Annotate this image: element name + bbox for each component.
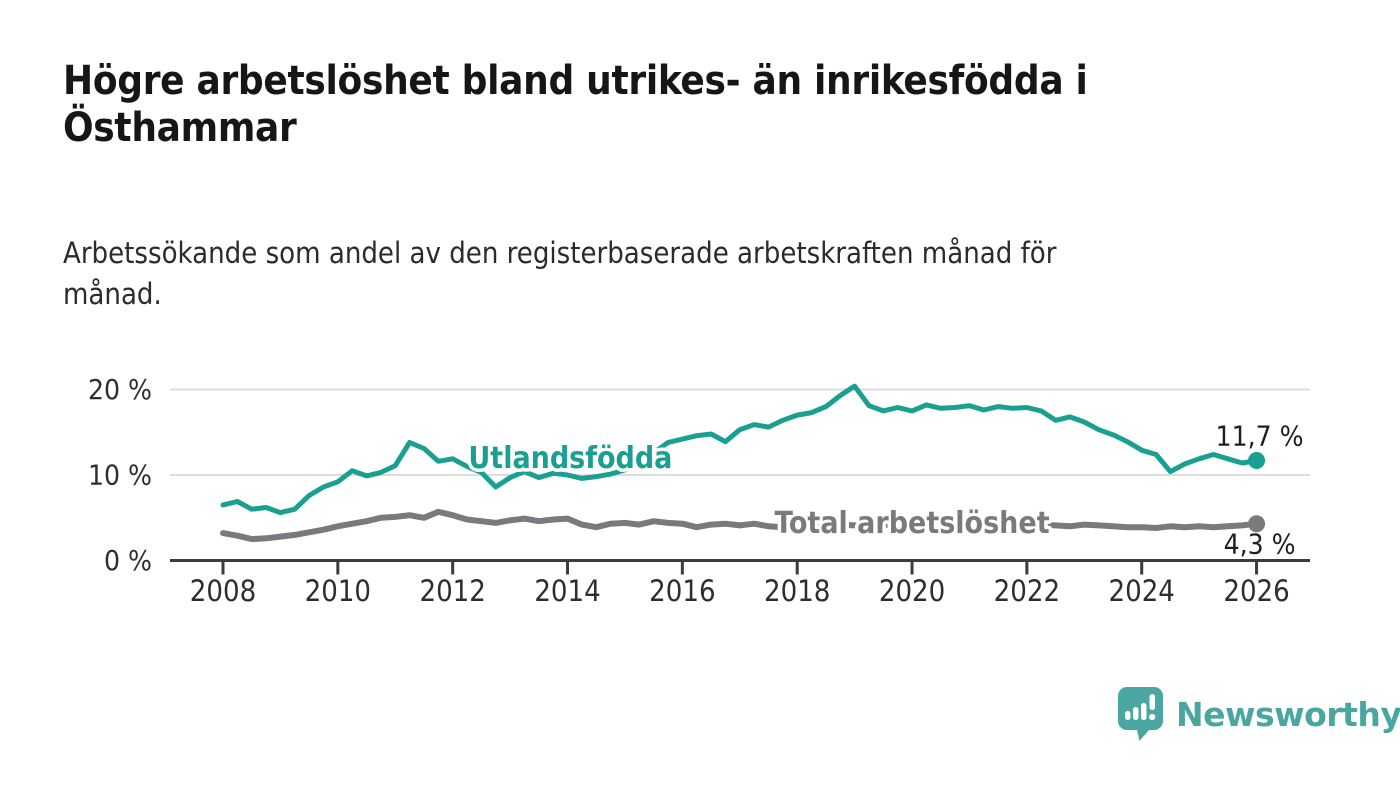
x-tick-label: 2012: [419, 574, 485, 608]
y-tick-label: 0 %: [104, 544, 152, 577]
logo-bar-2: [1133, 707, 1139, 720]
logo-bar-3: [1141, 703, 1147, 720]
logo-bar-1: [1125, 711, 1131, 720]
end-value-label: 4,3 %: [1224, 528, 1296, 561]
series-end-dot: [1248, 451, 1266, 469]
x-tick-label: 2024: [1109, 574, 1175, 608]
x-tick-label: 2010: [305, 574, 371, 608]
x-tick-label: 2022: [994, 574, 1060, 608]
x-tick-label: 2026: [1223, 574, 1289, 608]
brand-name: Newsworthy: [1176, 694, 1400, 734]
x-tick-label: 2018: [764, 574, 830, 608]
newsworthy-logo: Newsworthy: [1117, 686, 1400, 742]
title-line-1: Högre arbetslöshet bland utrikes- än inr…: [63, 58, 1088, 104]
page-title: Högre arbetslöshet bland utrikes- än inr…: [63, 58, 1088, 152]
logo-exclamation-dot: [1149, 713, 1156, 721]
x-tick-label: 2008: [190, 574, 256, 608]
logo-exclamation-bar: [1149, 694, 1155, 710]
y-tick-label: 10 %: [88, 459, 152, 492]
x-tick-label: 2014: [534, 574, 600, 608]
series-line-utlandsfodda: [220, 383, 1260, 516]
title-line-2: Östhammar: [63, 105, 297, 151]
chart-subtitle: Arbetssökande som andel av den registerb…: [63, 233, 1056, 315]
series-end-dot: [1248, 515, 1266, 533]
x-tick-label: 2020: [879, 574, 945, 608]
series-label-utlandsfodda: Utlandsfödda: [468, 441, 672, 476]
logo-bubble-shape: [1118, 687, 1163, 741]
y-tick-label: 20 %: [88, 373, 152, 406]
end-value-label: 11,7 %: [1216, 419, 1304, 452]
subtitle-line-1: Arbetssökande som andel av den registerb…: [63, 236, 1057, 270]
subtitle-line-2: månad.: [63, 277, 162, 311]
series-line-total: [220, 508, 1260, 543]
x-tick-label: 2016: [649, 574, 715, 608]
newsworthy-bubble-barchart-icon: [1118, 687, 1163, 741]
series-label-total: Total arbetslöshet: [774, 506, 1049, 541]
